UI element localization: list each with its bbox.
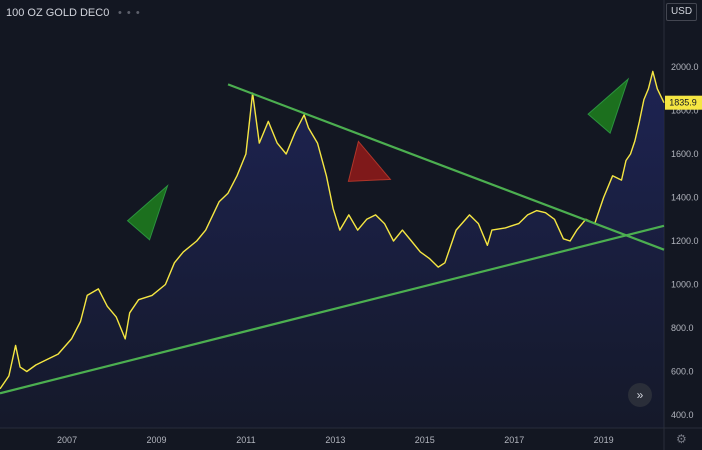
arrow-up-1[interactable] bbox=[126, 184, 169, 241]
arrow-up-3[interactable] bbox=[587, 77, 630, 135]
price-area bbox=[0, 71, 664, 429]
y-tick-label: 1600.0 bbox=[671, 149, 699, 159]
last-price-label: 1835.9 bbox=[669, 98, 697, 108]
y-tick-label: 2000.0 bbox=[671, 62, 699, 72]
last-price-badge bbox=[665, 95, 702, 110]
status-dots-icon: • • • bbox=[118, 7, 141, 19]
y-tick-label: 1200.0 bbox=[671, 236, 699, 246]
trendline-2[interactable] bbox=[227, 83, 665, 251]
y-tick-label: 600.0 bbox=[671, 367, 694, 377]
x-tick-label: 2013 bbox=[325, 435, 345, 445]
double-chevron-right-icon[interactable]: » bbox=[628, 383, 652, 407]
x-tick-label: 2007 bbox=[57, 435, 77, 445]
y-tick-label: 800.0 bbox=[671, 323, 694, 333]
y-tick-label: 1800.0 bbox=[671, 106, 699, 116]
gear-icon[interactable]: ⚙ bbox=[676, 432, 687, 446]
x-tick-label: 2017 bbox=[504, 435, 524, 445]
currency-selector[interactable]: USD bbox=[666, 3, 697, 21]
arrow-down-2[interactable] bbox=[347, 140, 392, 182]
symbol-title: 100 OZ GOLD DEC0 bbox=[6, 7, 110, 19]
y-tick-label: 1000.0 bbox=[671, 280, 699, 290]
x-tick-label: 2011 bbox=[236, 435, 255, 445]
x-tick-label: 2019 bbox=[594, 435, 614, 445]
x-tick-label: 2015 bbox=[415, 435, 435, 445]
trendline-1[interactable] bbox=[0, 224, 665, 395]
y-tick-label: 1400.0 bbox=[671, 193, 699, 203]
x-tick-label: 2009 bbox=[146, 435, 166, 445]
y-tick-label: 400.0 bbox=[671, 410, 694, 420]
